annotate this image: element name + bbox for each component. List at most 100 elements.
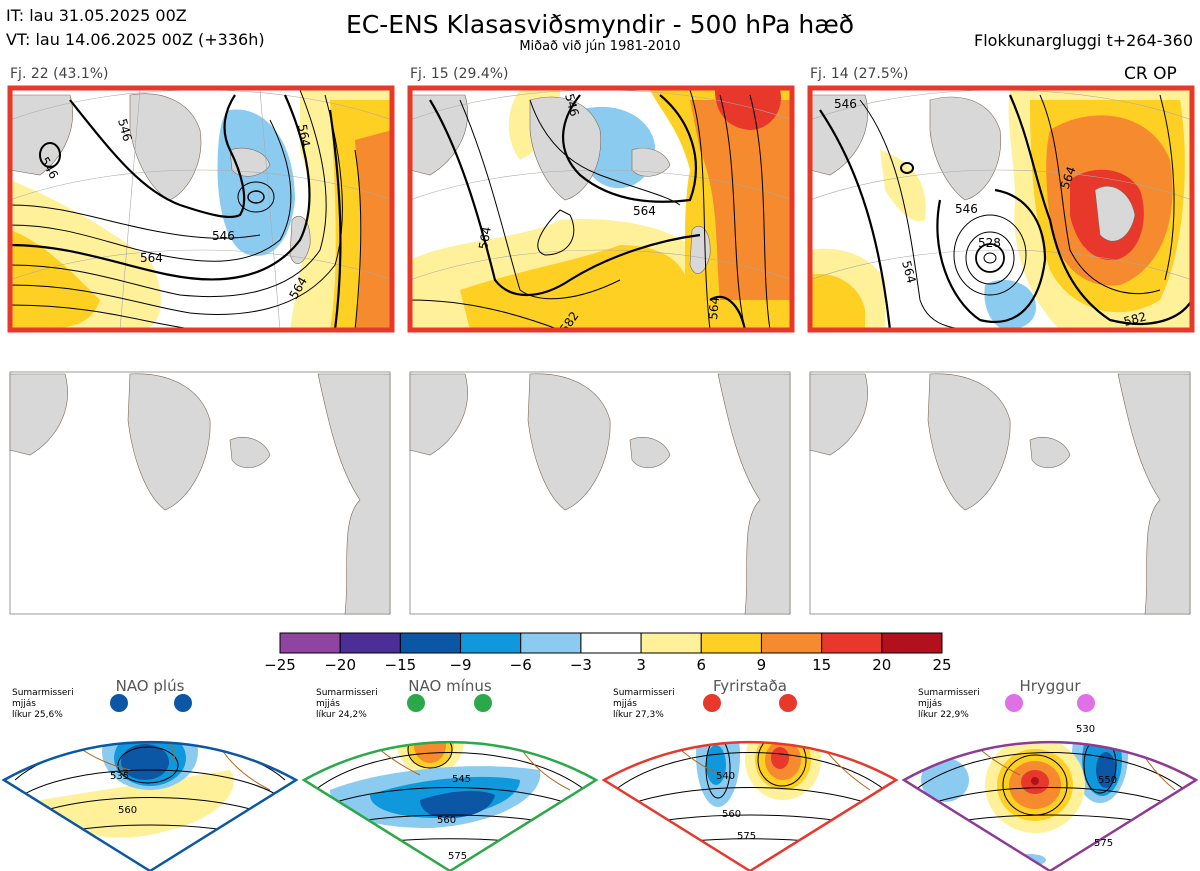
empty-map-1	[9, 371, 391, 615]
colorbar-segment	[339, 632, 401, 654]
colorbar-segment	[700, 632, 762, 654]
contour-label: 546	[562, 92, 581, 118]
colorbar-tick-label: −3	[570, 656, 592, 674]
contour-label: 564	[140, 251, 163, 265]
colorbar-tick-label: −15	[385, 656, 417, 674]
regime-stat-line: mjjás	[918, 699, 942, 709]
contour-label: 575	[448, 851, 467, 862]
regime-marker-dot	[174, 694, 192, 712]
regime-title: NAO mínus	[408, 677, 492, 695]
contour-label: 575	[737, 831, 756, 842]
contour-label: 560	[722, 809, 741, 820]
cluster-map-1: 546 546 564 564 564 546	[7, 85, 395, 333]
contour-label: 564	[706, 296, 722, 320]
contour-label: 528	[978, 236, 1001, 250]
panel-highlight-frame	[7, 85, 395, 333]
colorbar-segment	[881, 632, 943, 654]
anomaly-field	[690, 100, 792, 300]
regime-stat-line: líkur 25,6%	[12, 710, 63, 720]
colorbar-tick-label: 25	[932, 656, 951, 674]
regime-marker-dot	[110, 694, 128, 712]
land-area	[1117, 373, 1191, 615]
anomaly-field	[715, 90, 781, 130]
land-area	[527, 373, 611, 511]
contour-label: 546	[212, 229, 235, 243]
contour-label: 530	[1076, 724, 1095, 735]
anomaly-field	[810, 274, 865, 330]
empty-map-2	[409, 371, 791, 615]
classification-window-label: Flokkunargluggi t+264-360	[974, 31, 1193, 50]
colorbar-segment	[640, 632, 702, 654]
land-area	[1029, 436, 1071, 468]
regime-title: Hryggur	[1019, 677, 1081, 695]
regime-stat-line: Sumarmisseri	[613, 688, 675, 698]
initial-time-label: IT: lau 31.05.2025 00Z	[6, 6, 187, 25]
regime-title: NAO plús	[116, 677, 185, 695]
panel-2-label: Fj. 15 (29.4%)	[410, 66, 509, 82]
regime-stat-line: líkur 22,9%	[918, 710, 969, 720]
panel-highlight-frame	[407, 85, 795, 333]
colorbar-tick-label: 9	[757, 656, 767, 674]
contour-label: 564	[476, 226, 494, 251]
land-area	[409, 373, 468, 456]
anomaly-field	[460, 245, 690, 330]
valid-time-label: VT: lau 14.06.2025 00Z (+336h)	[6, 30, 265, 49]
contour-label: 540	[716, 771, 735, 782]
land-area	[631, 147, 671, 177]
panel-3-label: Fj. 14 (27.5%)	[810, 66, 909, 82]
regime-fan-nao-plus: NAO plús Sumarmisseri mjjás líkur 25,6% …	[1, 677, 299, 871]
colorbar-tick-label: −6	[510, 656, 532, 674]
cluster-map-3: 546 546 528 564 564 582	[807, 85, 1195, 333]
regime-marker-dot	[703, 694, 721, 712]
contour-label: 564	[295, 123, 313, 148]
land-area	[9, 373, 68, 456]
regime-fan-nao-minus: NAO mínus Sumarmisseri mjjás líkur 24,2%…	[301, 677, 599, 871]
regime-marker-dot	[1077, 694, 1095, 712]
land-area	[717, 373, 791, 615]
regime-stat-line: mjjás	[12, 699, 36, 709]
regime-stat-line: Sumarmisseri	[12, 688, 74, 698]
regime-title: Fyrirstaða	[713, 677, 787, 695]
anomaly-field	[984, 280, 1036, 330]
contour-label: 550	[1098, 775, 1117, 786]
land-area	[229, 436, 271, 468]
regime-stat-line: Sumarmisseri	[918, 688, 980, 698]
land-area	[809, 373, 868, 456]
contour-label: 546	[834, 97, 857, 111]
colorbar-segment	[821, 632, 883, 654]
contour-label: 535	[110, 771, 129, 782]
contour-label: 582	[1122, 309, 1148, 328]
colorbar-tick-label: −25	[264, 656, 296, 674]
colorbar-tick-label: −20	[324, 656, 356, 674]
regime-stat-line: líkur 27,3%	[613, 710, 664, 720]
land-area	[129, 93, 202, 201]
colorbar: −25 −20 −15 −9 −6 −3 3 6 9 15 20 25	[264, 632, 952, 674]
panel-1-label: Fj. 22 (43.1%)	[10, 66, 109, 82]
anomaly-field	[880, 150, 926, 222]
regime-stat-line: Sumarmisseri	[316, 688, 378, 698]
regime-stat-line: líkur 24,2%	[316, 710, 367, 720]
land-area	[929, 96, 1002, 201]
colorbar-segment	[460, 632, 522, 654]
colorbar-segment	[520, 632, 582, 654]
anomaly-field	[217, 109, 295, 256]
contour-label: 560	[118, 805, 137, 816]
page-title: EC-ENS Klasasviðsmyndir - 500 hPa hæð	[345, 10, 855, 39]
cluster-map-2: 546 564 564 564 582	[407, 85, 795, 333]
colorbar-tick-label: 20	[872, 656, 891, 674]
contour-label: 564	[633, 204, 656, 218]
regime-marker-dot	[1005, 694, 1023, 712]
land-area	[317, 373, 391, 615]
panel-highlight-frame	[807, 85, 1195, 333]
land-area	[229, 147, 271, 177]
colorbar-tick-label: 3	[636, 656, 646, 674]
regime-fan-ridge: Hryggur Sumarmisseri mjjás líkur 22,9% 5…	[901, 677, 1199, 871]
regime-stat-line: mjjás	[316, 699, 340, 709]
regime-marker-dot	[779, 694, 797, 712]
page-subtitle: Miðað við jún 1981-2010	[519, 39, 681, 54]
regime-stat-line: mjjás	[613, 699, 637, 709]
land-area	[629, 436, 671, 468]
colorbar-segment	[760, 632, 823, 654]
contour-label: 575	[1094, 838, 1113, 849]
